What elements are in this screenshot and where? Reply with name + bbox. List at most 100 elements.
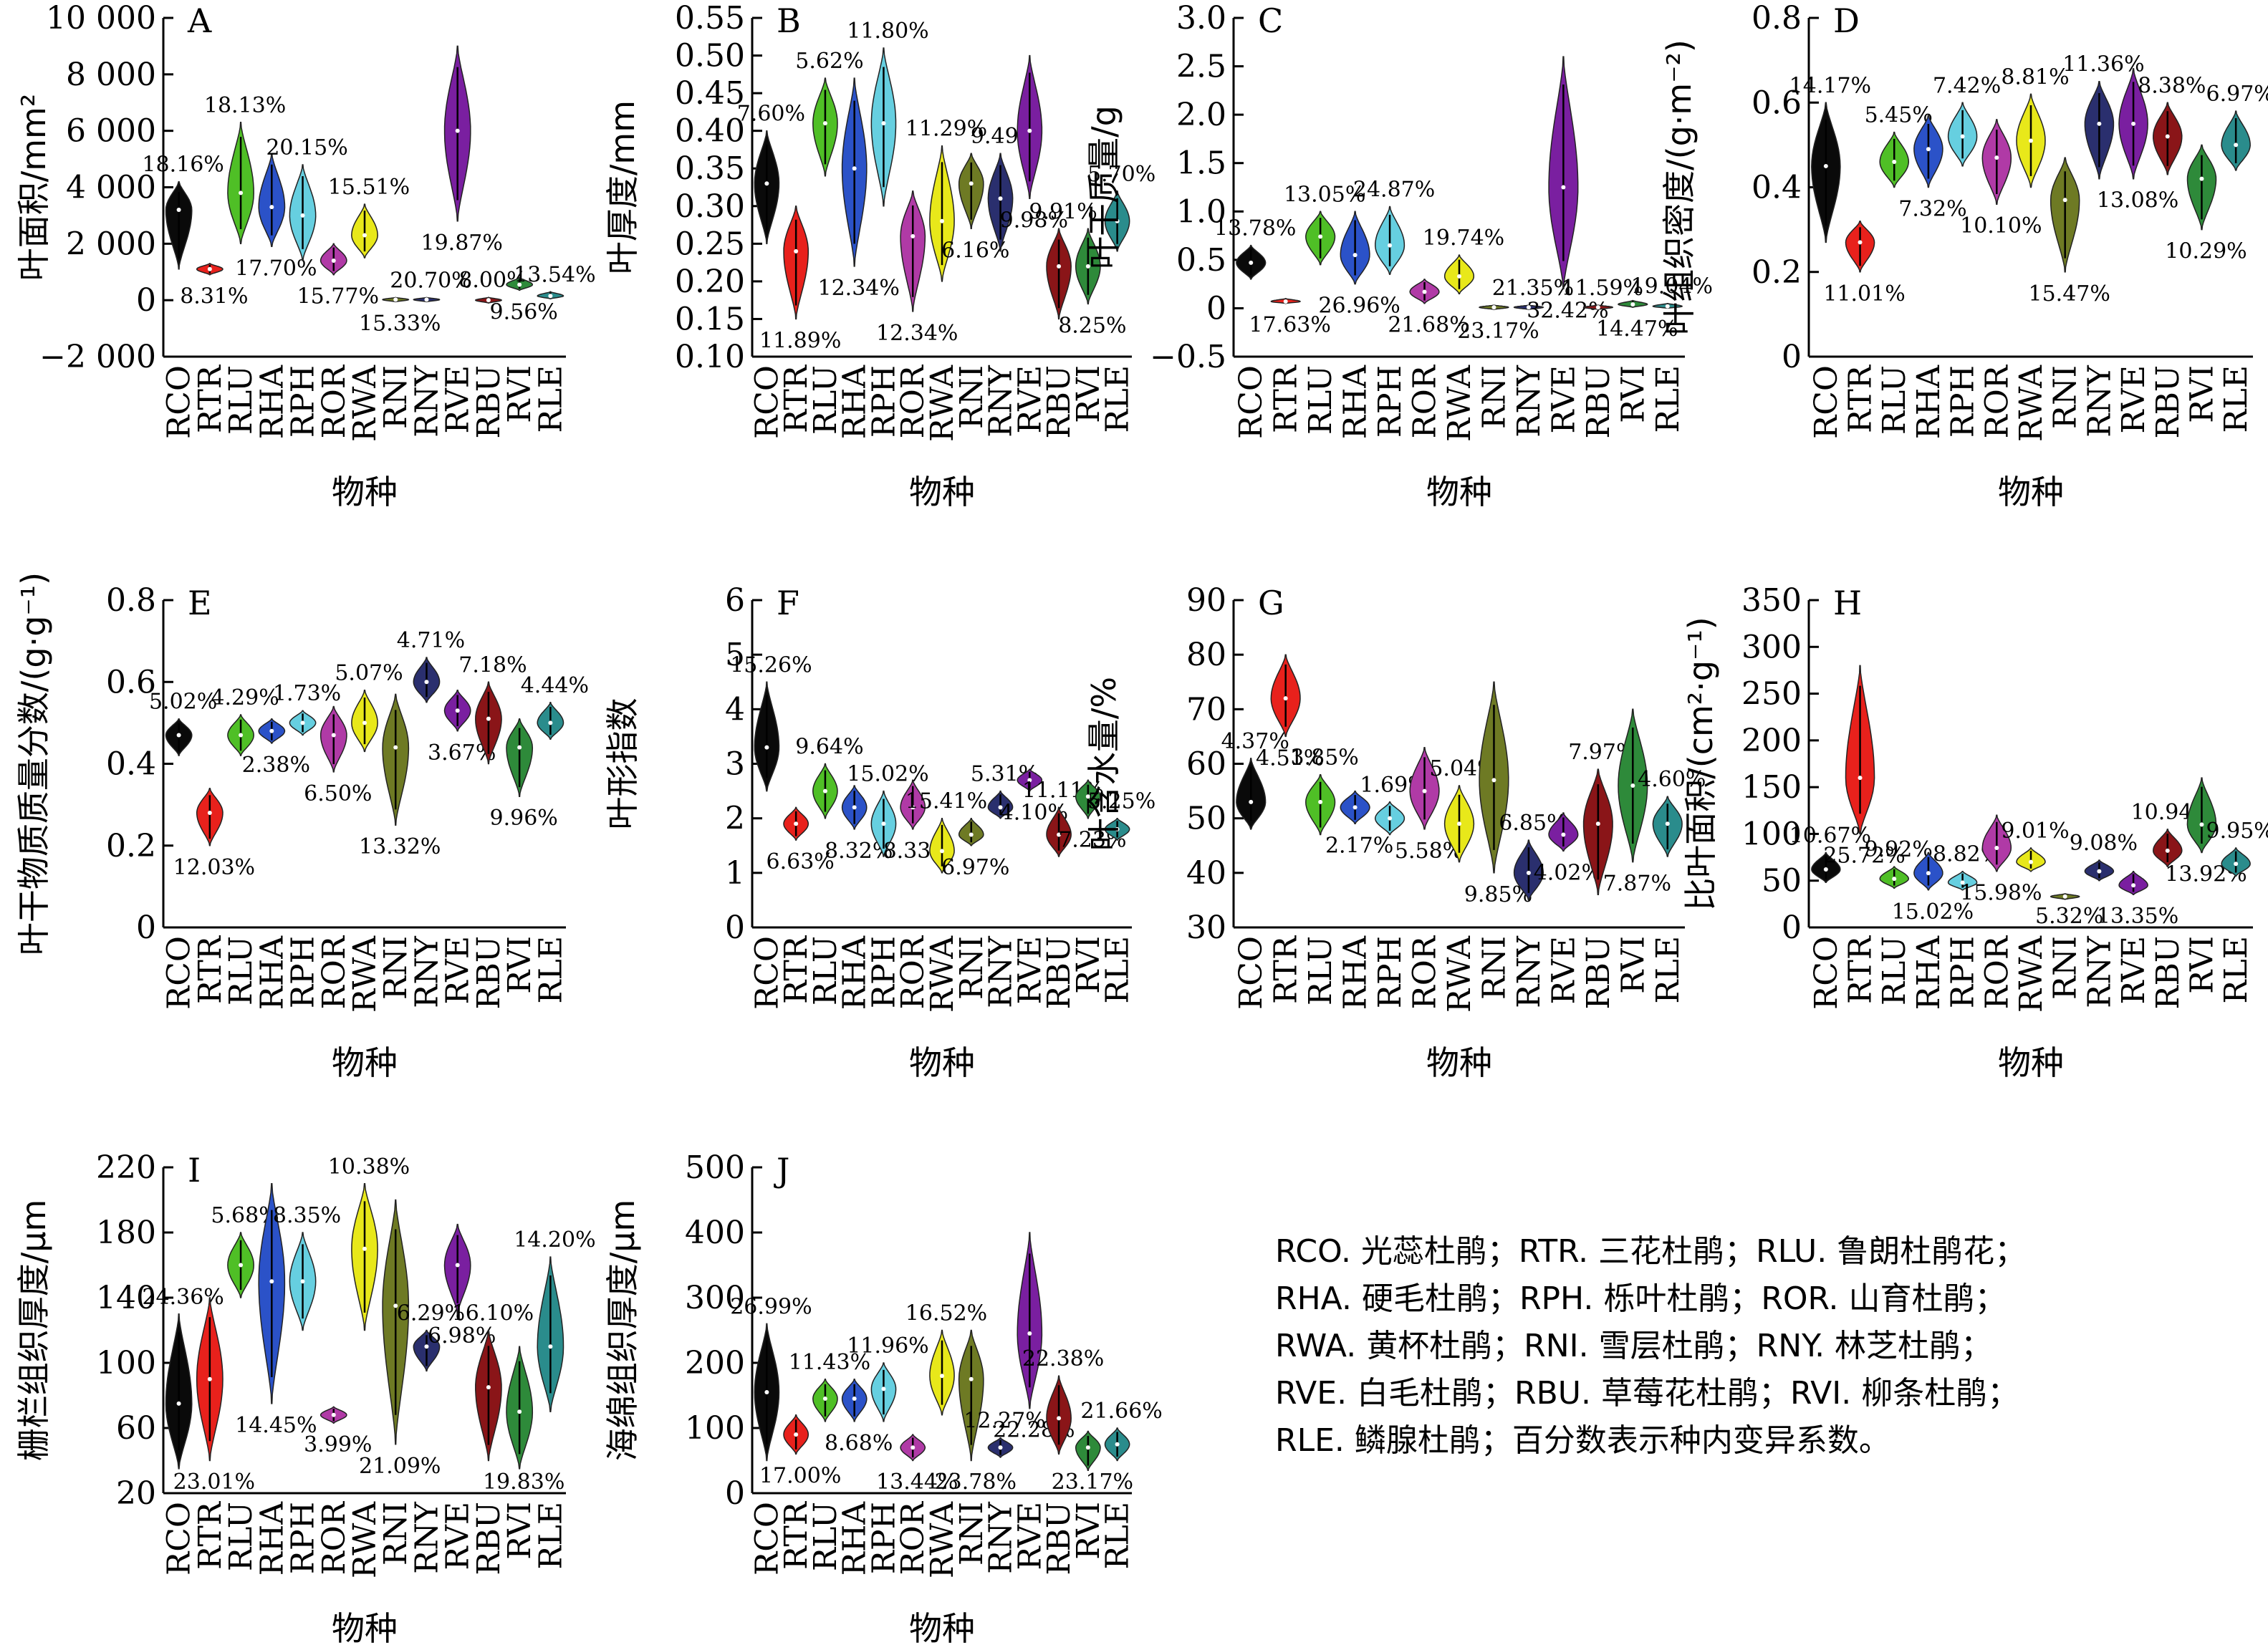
violin-median-dot (393, 745, 398, 750)
x-tick-label: RCO (161, 936, 198, 1010)
x-axis-label: 物种 (332, 1609, 398, 1645)
violin-median-dot (1115, 826, 1120, 831)
violin-median-dot (207, 811, 212, 816)
violin-median-dot (2029, 138, 2033, 143)
violin-median-dot (2165, 848, 2170, 853)
y-tick-label: 0 (725, 910, 745, 946)
violin-median-dot (2097, 121, 2102, 126)
violin-median-dot (362, 720, 367, 725)
x-tick-label: RWA (2013, 935, 2050, 1013)
x-tick-label: RBU (1041, 1502, 1077, 1576)
cv-label: 14.17% (1789, 73, 1871, 98)
cv-label: 16.10% (452, 1301, 534, 1326)
cv-label: 5.02% (149, 690, 217, 715)
y-tick-label: 0.8 (1752, 0, 1802, 37)
x-tick-label: RVI (1070, 365, 1107, 423)
cv-label: 18.16% (142, 153, 224, 178)
violin-median-dot (424, 1344, 429, 1349)
y-tick-label: 300 (685, 1280, 745, 1316)
cv-label: 16.52% (905, 1301, 987, 1326)
y-tick-label: 0.20 (675, 264, 745, 300)
violin-median-dot (331, 1412, 336, 1417)
y-tick-label: 500 (685, 1149, 745, 1186)
x-tick-label: RTR (778, 935, 815, 1004)
panel-label: H (1833, 584, 1862, 622)
y-tick-label: 0.55 (675, 0, 745, 37)
legend-line: RHA. 硬毛杜鹃；RPH. 栎叶杜鹃；ROR. 山育杜鹃； (1275, 1280, 2007, 1317)
violin-median-dot (881, 821, 886, 826)
cv-label: 15.41% (905, 789, 987, 814)
violin-median-dot (1823, 867, 1828, 872)
y-tick-label: 0.6 (1752, 85, 1802, 121)
cv-label: 24.87% (1353, 178, 1435, 203)
x-tick-label: RTR (1842, 935, 1879, 1004)
cv-label: 23.17% (1052, 1470, 1133, 1495)
x-tick-label: RHA (1337, 935, 1374, 1010)
x-tick-label: RNY (408, 935, 445, 1008)
x-tick-label: RBU (1580, 936, 1617, 1010)
x-tick-label: RVE (1012, 365, 1048, 433)
x-tick-label: RNI (378, 1502, 414, 1566)
cv-label: 6.63% (766, 849, 834, 874)
y-tick-label: 3.0 (1176, 0, 1226, 37)
y-tick-label: 1.0 (1176, 193, 1226, 230)
cv-label: 9.95% (2206, 819, 2268, 844)
violin-median-dot (455, 708, 460, 713)
x-tick-label: RNY (408, 365, 445, 438)
y-tick-label: 250 (1741, 676, 1802, 713)
violin-median-dot (2097, 869, 2102, 874)
x-tick-label: ROR (1407, 935, 1443, 1009)
legend-line: RLE. 鳞腺杜鹃；百分数表示种内变异系数。 (1275, 1422, 1890, 1459)
x-tick-label: RVI (1070, 936, 1107, 994)
cv-label: 9.98% (1000, 208, 1068, 233)
x-tick-label: RLU (807, 1502, 844, 1571)
y-tick-label: 6 (725, 582, 745, 619)
x-tick-label: RPH (1945, 936, 1981, 1008)
x-tick-label: ROR (316, 364, 352, 438)
violin-median-dot (764, 745, 769, 750)
y-tick-label: 0 (1206, 290, 1226, 327)
violin-median-dot (940, 849, 944, 854)
y-tick-label: 0.50 (675, 38, 745, 74)
x-tick-label: RNI (2047, 936, 2084, 1000)
violin-median-dot (881, 1386, 886, 1391)
violin-median-dot (331, 258, 336, 263)
violin-median-dot (239, 733, 244, 738)
x-tick-label: RWA (924, 365, 961, 442)
x-tick-label: RNI (2047, 365, 2084, 429)
cv-label: 15.77% (297, 284, 379, 309)
cv-label: 5.07% (335, 661, 403, 686)
cv-label: 7.32% (1898, 197, 1966, 222)
cv-label: 8.25% (1058, 313, 1126, 338)
violin-median-dot (1085, 794, 1090, 799)
panel-label: F (777, 584, 799, 622)
x-tick-label: RBU (1041, 936, 1077, 1010)
panel-C: C−0.500.51.01.52.02.53.0叶干质量/gRCORTRRLUR… (1085, 0, 1713, 511)
cv-label: 8.31% (180, 284, 248, 309)
violin-median-dot (517, 1409, 522, 1414)
panel-label: A (187, 1, 212, 40)
violin-median-dot (455, 1263, 460, 1268)
x-tick-label: RVE (1012, 936, 1048, 1004)
y-axis-label: 叶面积/mm² (14, 94, 53, 281)
cv-label: 4.37% (1221, 729, 1289, 754)
cv-label: 3.99% (304, 1432, 372, 1457)
cv-label: 11.59% (1562, 276, 1643, 301)
violin-median-dot (2234, 143, 2239, 148)
panel-G: G30405060708090叶含水量/%RCORTRRLURHARPHRORR… (1085, 582, 1706, 1082)
x-tick-label: RCO (161, 1502, 198, 1576)
violin-median-dot (1858, 776, 1863, 781)
cv-label: 15.98% (1960, 881, 2042, 906)
x-tick-label: RHA (837, 365, 873, 440)
violin-median-dot (910, 1445, 916, 1450)
violin-median-dot (1422, 289, 1427, 294)
cv-label: 3.85% (1290, 746, 1358, 771)
x-tick-label: RLE (1100, 936, 1136, 1003)
violin-median-dot (486, 716, 491, 721)
violin-median-dot (1630, 302, 1635, 307)
violin-median-dot (822, 788, 827, 793)
violin-median-dot (1892, 877, 1897, 882)
violin-median-dot (331, 733, 336, 738)
violin-median-dot (881, 121, 886, 126)
x-tick-label: RTR (192, 1500, 229, 1570)
